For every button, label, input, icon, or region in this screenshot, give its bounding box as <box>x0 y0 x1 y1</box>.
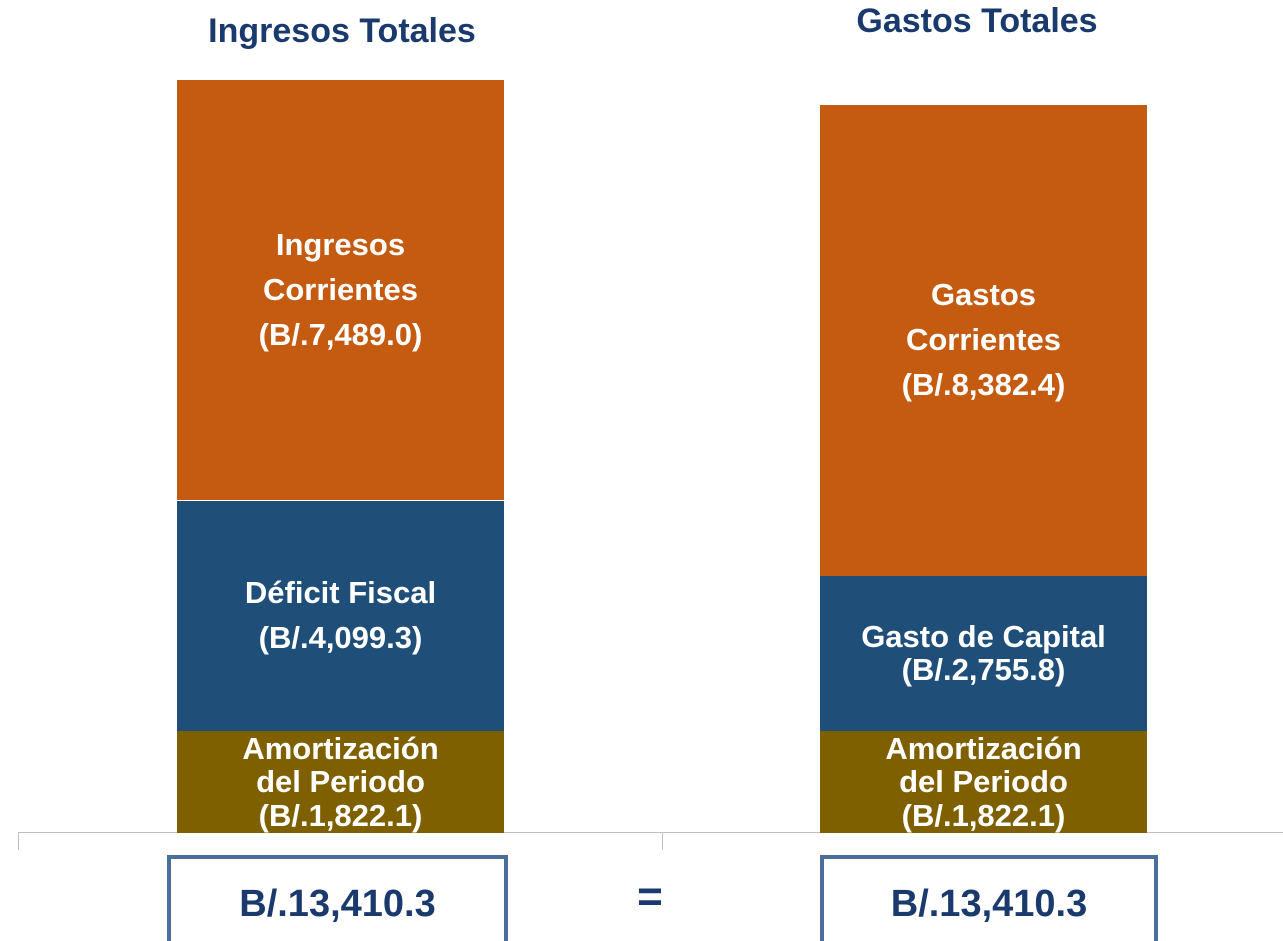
chart-title: Ingresos Totales <box>208 12 476 50</box>
bar-segment: Gasto de Capital (B/.2,755.8) <box>820 575 1147 731</box>
segment-name: Déficit Fiscal <box>244 574 437 610</box>
bar-segment: Amortización del Periodo (B/.1,822.1) <box>820 730 1147 833</box>
baseline <box>18 832 1283 833</box>
bar-segment: Amortización del Periodo (B/.1,822.1) <box>177 730 504 833</box>
chart-title: Gastos Totales <box>856 2 1098 40</box>
segment-value: (B/.8,382.4) <box>901 367 1066 403</box>
segment-name: Amortización del Periodo <box>242 730 439 800</box>
segment-value: (B/.7,489.0) <box>258 316 423 352</box>
segment-name: Ingresos Corrientes <box>262 226 419 307</box>
segment-value: (B/.1,822.1) <box>901 797 1066 833</box>
bar-segment: Gastos Corrientes (B/.8,382.4) <box>820 105 1147 576</box>
segment-name: Amortización del Periodo <box>885 730 1082 800</box>
axis-tick <box>662 832 663 850</box>
segment-name: Gasto de Capital <box>861 618 1106 654</box>
segment-name: Gastos Corrientes <box>905 277 1062 358</box>
total-box: B/.13,410.3 <box>820 855 1158 941</box>
segment-value: (B/.4,099.3) <box>258 619 423 655</box>
bar-segment: Déficit Fiscal (B/.4,099.3) <box>177 500 504 731</box>
axis-tick <box>18 832 19 850</box>
total-box: B/.13,410.3 <box>167 855 508 941</box>
segment-value: (B/.2,755.8) <box>901 652 1066 688</box>
bar-segment: Ingresos Corrientes (B/.7,489.0) <box>177 79 504 501</box>
segment-value: (B/.1,822.1) <box>258 797 423 833</box>
equals-sign: = <box>637 872 663 921</box>
